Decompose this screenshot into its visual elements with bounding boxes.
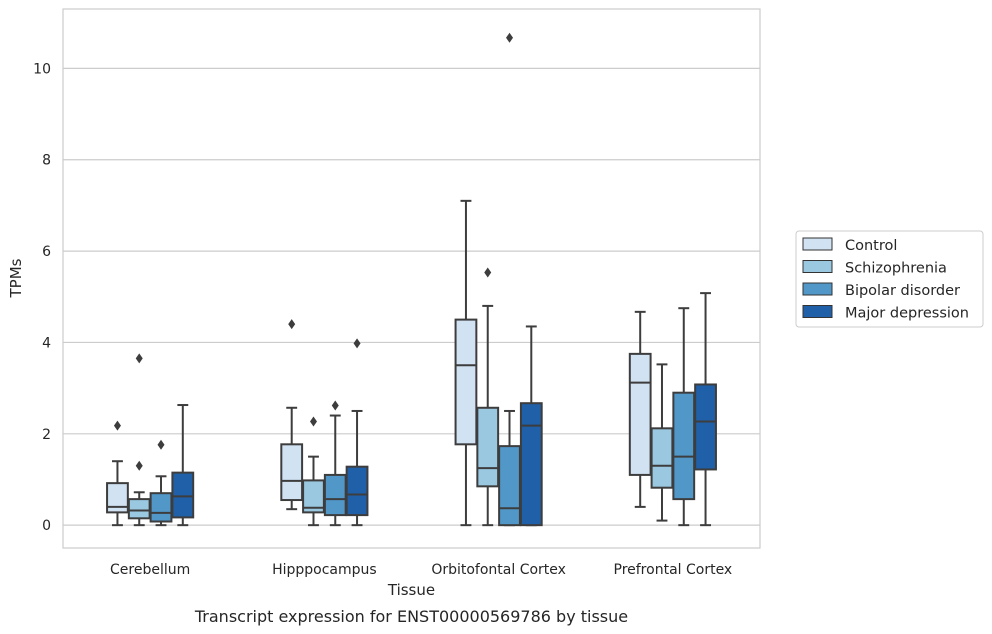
legend-swatch bbox=[802, 305, 833, 318]
y-tick-label: 2 bbox=[42, 427, 51, 443]
legend-swatch bbox=[802, 260, 833, 273]
x-tick-labels: Cerebellum Hipppocampus Orbitofontal Corte… bbox=[110, 562, 732, 578]
iqr-box bbox=[519, 402, 543, 527]
outlier-point bbox=[331, 400, 339, 411]
y-tick-label: 6 bbox=[42, 244, 51, 260]
legend: Control Schizophrenia Bipolar disorder Majo… bbox=[795, 230, 984, 328]
outlier-point bbox=[135, 353, 143, 364]
box-control bbox=[628, 310, 652, 508]
y-axis-label: TPMs bbox=[7, 258, 25, 298]
grid-lines bbox=[63, 67, 760, 526]
y-tick-label: 0 bbox=[42, 518, 51, 534]
legend-label: Bipolar disorder bbox=[845, 283, 960, 299]
outlier-point bbox=[484, 267, 492, 278]
box-schizophrenia bbox=[302, 416, 325, 527]
iqr-box bbox=[171, 471, 195, 519]
iqr-box bbox=[149, 492, 173, 523]
chart-caption: Transcript expression for ENST0000056978… bbox=[194, 607, 628, 626]
legend-swatch bbox=[802, 282, 833, 296]
outlier-point bbox=[309, 416, 317, 427]
x-tick-label: Hipppocampus bbox=[272, 562, 377, 578]
box-control bbox=[106, 420, 129, 527]
y-tick-label: 8 bbox=[42, 153, 51, 169]
iqr-box bbox=[454, 318, 478, 446]
iqr-box bbox=[694, 383, 717, 471]
box-bipolar-disorder bbox=[149, 439, 173, 527]
iqr-box bbox=[345, 465, 369, 517]
iqr-box bbox=[498, 445, 521, 527]
box-major-depression bbox=[519, 325, 543, 527]
outlier-point bbox=[113, 420, 121, 431]
box-bipolar-disorder bbox=[672, 307, 696, 527]
outlier-point bbox=[506, 32, 514, 43]
iqr-box bbox=[476, 406, 500, 488]
box-bipolar-disorder bbox=[498, 32, 521, 527]
legend-label: Control bbox=[845, 238, 897, 254]
y-tick-label: 10 bbox=[33, 61, 51, 77]
legend-label: Major depression bbox=[845, 306, 969, 322]
box-schizophrenia bbox=[476, 267, 500, 527]
iqr-box bbox=[323, 473, 347, 517]
outlier-point bbox=[288, 319, 296, 330]
box-major-depression bbox=[345, 338, 369, 527]
iqr-box bbox=[672, 391, 696, 501]
x-axis-label: Tissue bbox=[387, 581, 435, 599]
iqr-box bbox=[280, 443, 304, 502]
x-tick-label: Cerebellum bbox=[110, 562, 190, 578]
box-control bbox=[280, 319, 304, 511]
box-major-depression bbox=[694, 292, 717, 527]
outlier-point bbox=[353, 338, 361, 349]
legend-label: Schizophrenia bbox=[845, 261, 947, 277]
iqr-box bbox=[106, 482, 129, 514]
box-schizophrenia bbox=[650, 363, 674, 522]
plot-frame bbox=[62, 8, 761, 549]
box-major-depression bbox=[171, 404, 195, 527]
x-tick-label: Prefrontal Cortex bbox=[614, 562, 733, 578]
iqr-box bbox=[628, 352, 652, 476]
x-tick-label: Orbitofontal Cortex bbox=[431, 562, 566, 578]
outlier-point bbox=[157, 439, 165, 450]
legend-frame bbox=[795, 230, 984, 328]
outlier-point bbox=[135, 460, 143, 471]
box-control bbox=[454, 199, 478, 527]
iqr-box bbox=[127, 498, 151, 520]
y-tick-label: 4 bbox=[42, 335, 51, 351]
y-tick-labels: 0 2 4 6 8 10 bbox=[33, 61, 51, 534]
box-schizophrenia bbox=[127, 353, 151, 527]
legend-swatch bbox=[802, 237, 833, 251]
boxes bbox=[106, 32, 717, 527]
box-bipolar-disorder bbox=[323, 400, 347, 527]
iqr-box bbox=[650, 427, 674, 489]
